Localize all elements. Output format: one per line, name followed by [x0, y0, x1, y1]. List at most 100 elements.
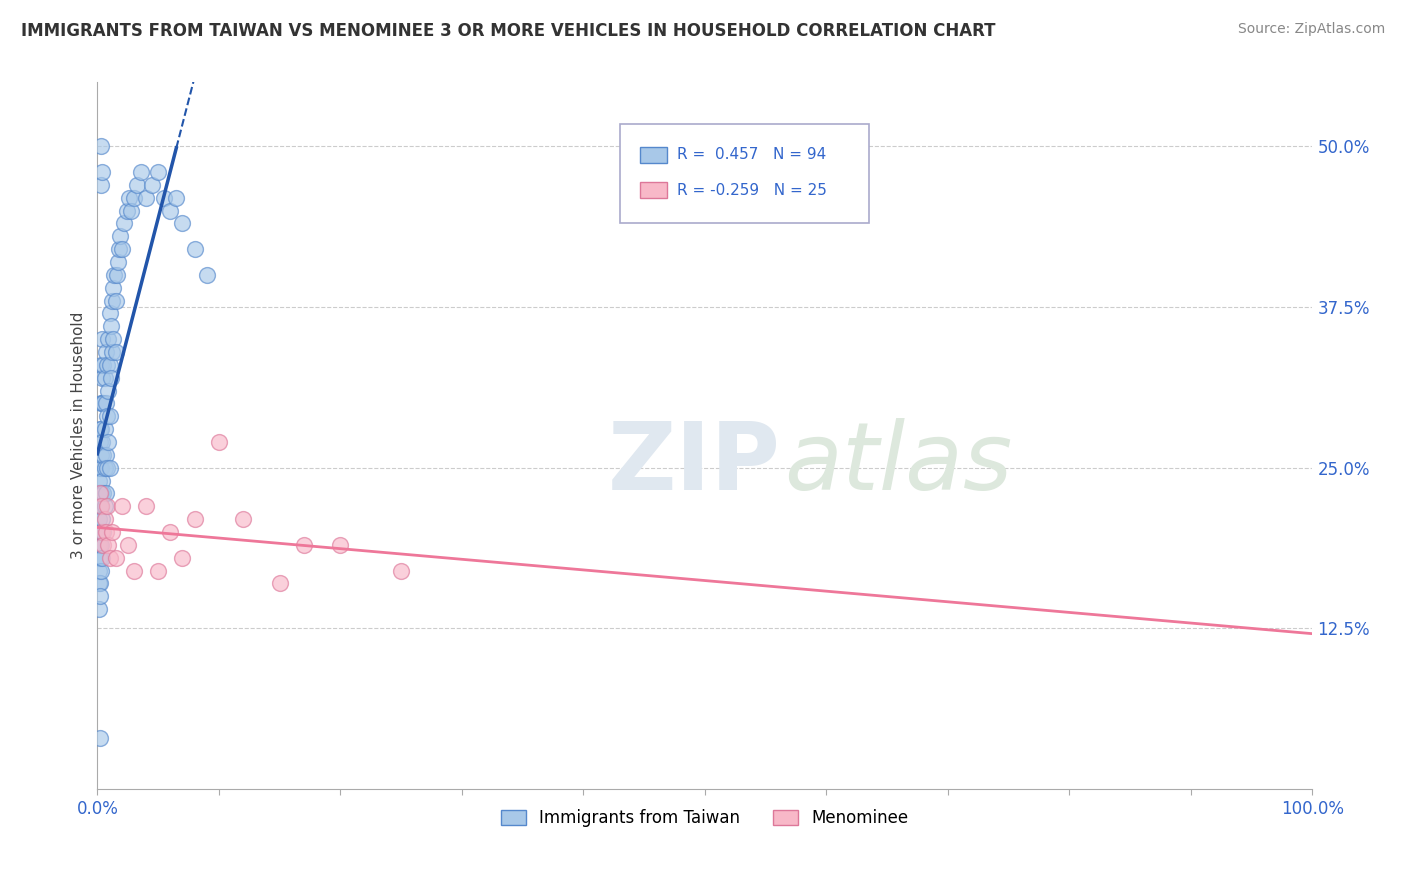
Point: [90, 358, 112, 372]
Text: R =  0.457   N = 94: R = 0.457 N = 94: [676, 147, 827, 162]
Point: [87, 500, 110, 514]
Point: [89, 576, 111, 591]
Point: [89, 550, 111, 565]
Point: [91, 396, 114, 410]
Point: [97, 538, 120, 552]
Point: [117, 538, 139, 552]
Point: [87, 474, 110, 488]
Point: [91, 474, 114, 488]
Point: [90, 564, 112, 578]
Point: [96, 460, 118, 475]
Point: [146, 165, 169, 179]
Point: [98, 550, 121, 565]
Point: [135, 500, 157, 514]
Point: [107, 255, 129, 269]
Point: [122, 191, 145, 205]
Point: [172, 550, 194, 565]
Point: [389, 564, 412, 578]
Point: [110, 229, 132, 244]
Point: [183, 242, 205, 256]
Point: [100, 370, 122, 384]
Point: [93, 358, 115, 372]
Point: [118, 191, 141, 205]
Point: [89, 500, 111, 514]
Point: [232, 512, 254, 526]
Point: [98, 409, 121, 424]
Point: [89, 460, 111, 475]
Point: [87, 524, 110, 539]
Point: [91, 435, 114, 450]
Point: [91, 512, 114, 526]
Point: [93, 370, 115, 384]
Point: [91, 332, 114, 346]
Point: [97, 332, 120, 346]
Point: [93, 512, 115, 526]
Point: [172, 216, 194, 230]
Point: [87, 602, 110, 616]
Bar: [641, 147, 668, 162]
Point: [104, 550, 127, 565]
Point: [101, 345, 124, 359]
Point: [89, 731, 111, 745]
Point: [89, 435, 111, 450]
Text: ZIP: ZIP: [607, 417, 780, 510]
Point: [93, 500, 115, 514]
Point: [183, 512, 205, 526]
Point: [105, 268, 128, 282]
Point: [93, 422, 115, 436]
Point: [89, 486, 111, 500]
Point: [97, 384, 120, 398]
Point: [90, 448, 112, 462]
Point: [91, 550, 114, 565]
Text: atlas: atlas: [785, 418, 1012, 509]
Point: [111, 242, 134, 256]
Point: [90, 396, 112, 410]
Point: [90, 178, 112, 192]
Point: [93, 448, 115, 462]
Point: [122, 564, 145, 578]
Point: [87, 486, 110, 500]
Point: [135, 191, 157, 205]
Point: [100, 319, 122, 334]
Point: [329, 538, 352, 552]
Point: [87, 538, 110, 552]
Point: [91, 370, 114, 384]
Point: [89, 538, 111, 552]
Point: [269, 576, 291, 591]
Point: [90, 422, 112, 436]
Point: [89, 486, 111, 500]
Point: [87, 512, 110, 526]
Point: [89, 590, 111, 604]
Point: [115, 203, 138, 218]
Point: [108, 242, 131, 256]
Point: [94, 486, 117, 500]
Point: [165, 191, 187, 205]
Point: [98, 460, 121, 475]
Point: [98, 358, 121, 372]
Point: [208, 435, 231, 450]
Point: [94, 524, 117, 539]
Point: [195, 268, 218, 282]
Text: Source: ZipAtlas.com: Source: ZipAtlas.com: [1237, 22, 1385, 37]
Point: [90, 500, 112, 514]
Point: [104, 293, 127, 308]
Point: [93, 524, 115, 539]
Point: [159, 524, 181, 539]
Point: [87, 576, 110, 591]
Point: [89, 524, 111, 539]
Point: [96, 409, 118, 424]
Legend: Immigrants from Taiwan, Menominee: Immigrants from Taiwan, Menominee: [494, 803, 915, 834]
Point: [101, 293, 124, 308]
Point: [90, 139, 112, 153]
Point: [91, 165, 114, 179]
Point: [94, 345, 117, 359]
Point: [90, 460, 112, 475]
Point: [112, 216, 135, 230]
Point: [120, 203, 142, 218]
Point: [93, 538, 115, 552]
Y-axis label: 3 or more Vehicles in Household: 3 or more Vehicles in Household: [72, 312, 86, 559]
Point: [101, 280, 124, 294]
Point: [96, 500, 118, 514]
Bar: [641, 182, 668, 198]
Point: [98, 306, 121, 320]
